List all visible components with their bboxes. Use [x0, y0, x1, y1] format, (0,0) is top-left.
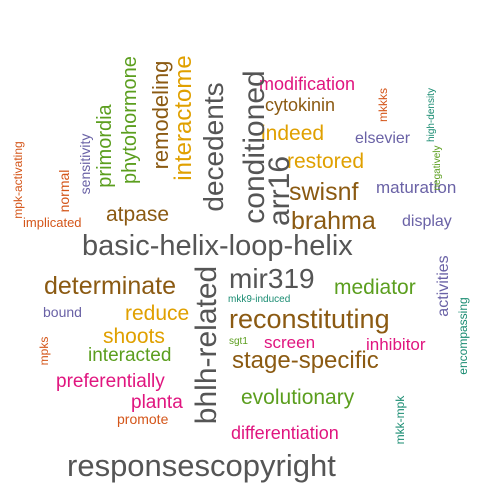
word-reduce: reduce: [125, 302, 190, 325]
word-cytokinin: cytokinin: [265, 95, 336, 115]
word-elsevier: elsevier: [355, 130, 411, 147]
word-mediator: mediator: [334, 276, 416, 299]
word-swisnf: swisnf: [289, 178, 359, 206]
word-interactome: interactome: [170, 55, 197, 181]
word-implicated: implicated: [23, 215, 82, 230]
word-display: display: [402, 213, 452, 230]
word-preferentially: preferentially: [56, 371, 165, 392]
word-indeed: indeed: [261, 122, 325, 145]
word-mir319: mir319: [229, 263, 315, 294]
word-evolutionary: evolutionary: [241, 386, 355, 409]
word-inhibitor: inhibitor: [366, 335, 426, 354]
word-reconstituting: reconstituting: [229, 304, 390, 334]
word-differentiation: differentiation: [231, 423, 339, 443]
word-bound: bound: [43, 304, 82, 320]
word-high-density: high-density: [426, 88, 437, 142]
word-stage-specific: stage-specific: [232, 347, 379, 374]
word-remodeling: remodeling: [148, 60, 173, 170]
word-sgt1: sgt1: [229, 336, 248, 347]
word-mkk9-induced: mkk9-induced: [228, 294, 291, 305]
word-sensitivity: sensitivity: [77, 133, 93, 195]
word-phytohormone: phytohormone: [119, 56, 141, 184]
word-mkk-mpk: mkk-mpk: [393, 395, 407, 445]
word-primordia: primordia: [94, 104, 116, 188]
word-brahma: brahma: [291, 207, 376, 235]
word-restored: restored: [287, 150, 365, 173]
word-mpks: mpks: [37, 336, 51, 366]
word-bhlh-related: bhlh-related: [190, 265, 223, 425]
word-interacted: interacted: [88, 345, 172, 366]
word-mkkks: mkkks: [376, 88, 390, 122]
word-screen: screen: [264, 333, 316, 352]
word-activities: activities: [435, 255, 452, 317]
word-planta: planta: [131, 392, 183, 413]
word-normal: normal: [56, 169, 72, 213]
word-arr16: arr16: [263, 155, 296, 227]
word-decedents: decedents: [198, 82, 229, 212]
word-determinate: determinate: [44, 272, 177, 300]
word-responsescopyright: responsescopyright: [67, 448, 336, 483]
word-maturation: maturation: [376, 178, 457, 197]
word-encompassing: encompassing: [456, 297, 470, 375]
word-mpk-activating: mpk-activating: [11, 141, 25, 219]
word-basic-helix-loop-helix: basic-helix-loop-helix: [82, 230, 353, 262]
word-modification: modification: [259, 74, 356, 94]
word-atpase: atpase: [106, 203, 170, 226]
word-promote: promote: [117, 411, 169, 427]
word-shoots: shoots: [103, 325, 165, 348]
